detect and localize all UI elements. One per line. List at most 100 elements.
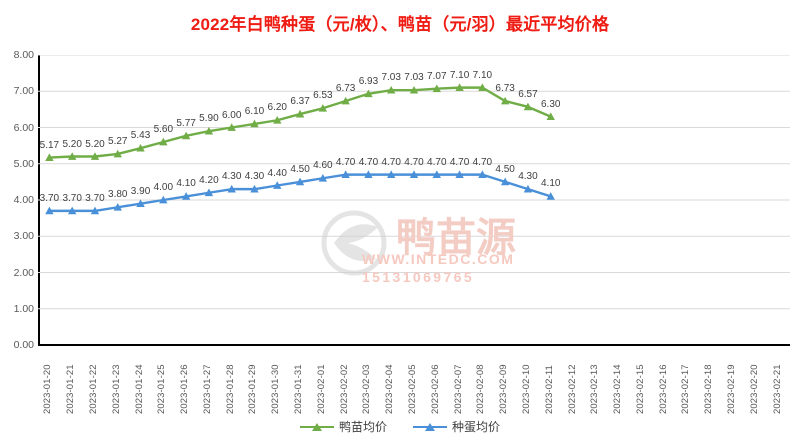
y-axis-tick-label: 1.00 xyxy=(13,302,34,315)
data-point-label: 7.07 xyxy=(427,70,447,82)
data-point-marker[interactable] xyxy=(159,137,168,146)
data-point-label: 4.30 xyxy=(244,171,265,183)
data-point-label: 4.70 xyxy=(449,156,470,168)
data-point-label: 7.03 xyxy=(404,72,424,84)
plot-area: 鸭苗源 WWW.INTEDC.COM 15131069765 5.17 5.20 5… xyxy=(38,55,790,345)
data-point-marker[interactable] xyxy=(341,170,350,178)
data-point-marker[interactable] xyxy=(295,177,305,186)
data-point-marker[interactable] xyxy=(364,170,373,178)
data-point-marker[interactable] xyxy=(136,143,145,152)
data-point-marker[interactable] xyxy=(364,89,373,98)
series-lines xyxy=(45,83,555,215)
data-point-marker[interactable] xyxy=(387,85,396,94)
data-point-label: 6.57 xyxy=(518,88,538,100)
y-axis-tick-label: 0.00 xyxy=(13,339,34,351)
data-point-marker[interactable] xyxy=(45,153,54,161)
data-point-marker[interactable] xyxy=(409,85,419,94)
data-point-marker[interactable] xyxy=(341,96,350,105)
data-point-marker[interactable] xyxy=(250,119,259,128)
x-axis-tick-label: 2023-02-08 xyxy=(475,364,487,414)
data-point-marker[interactable] xyxy=(67,206,77,215)
data-point-marker[interactable] xyxy=(90,206,100,215)
data-point-label: 6.00 xyxy=(221,109,242,121)
x-axis-tick-labels: 2023-01-20 2023-01-21 2023-01-22 2023-01-23… xyxy=(38,348,790,414)
data-point-marker[interactable] xyxy=(455,170,464,178)
data-point-marker[interactable] xyxy=(113,203,122,211)
data-point-label: 7.10 xyxy=(449,69,470,81)
data-point-marker[interactable] xyxy=(523,102,533,111)
data-point-marker[interactable] xyxy=(136,199,145,207)
data-point-label: 3.90 xyxy=(130,185,151,197)
x-axis-tick-label: 2023-02-04 xyxy=(384,364,396,414)
data-point-label: 5.43 xyxy=(130,130,151,142)
data-point-marker[interactable] xyxy=(500,96,510,105)
legend-item[interactable]: 种蛋均价 xyxy=(413,418,500,435)
data-point-label: 4.40 xyxy=(267,167,287,179)
x-axis-tick-label: 2023-02-07 xyxy=(452,364,464,414)
x-axis-tick-label: 2023-01-24 xyxy=(133,364,145,414)
data-point-marker[interactable] xyxy=(387,170,396,178)
data-point-marker[interactable] xyxy=(159,195,168,204)
data-point-marker[interactable] xyxy=(546,112,555,120)
data-point-marker[interactable] xyxy=(273,116,282,124)
data-point-label: 5.20 xyxy=(62,138,82,150)
data-point-marker[interactable] xyxy=(113,149,122,158)
data-point-label: 3.70 xyxy=(39,192,60,204)
data-point-marker[interactable] xyxy=(295,109,305,118)
data-point-marker[interactable] xyxy=(546,192,555,200)
x-axis-tick-label: 2023-01-27 xyxy=(201,364,213,414)
data-point-marker[interactable] xyxy=(181,131,191,140)
x-axis-tick-label: 2023-02-20 xyxy=(748,364,760,414)
data-point-marker[interactable] xyxy=(500,177,510,186)
data-point-marker[interactable] xyxy=(523,184,533,193)
x-axis-tick-label: 2023-02-13 xyxy=(589,364,601,414)
data-point-marker[interactable] xyxy=(478,170,487,178)
data-point-marker[interactable] xyxy=(90,152,100,160)
data-point-marker[interactable] xyxy=(273,181,282,189)
legend-label: 种蛋均价 xyxy=(452,420,501,434)
data-point-label: 7.03 xyxy=(381,72,401,84)
data-point-marker[interactable] xyxy=(432,170,441,178)
data-point-marker[interactable] xyxy=(432,84,441,93)
x-axis-tick-label: 2023-02-21 xyxy=(771,364,783,414)
x-axis-tick-label: 2023-02-01 xyxy=(315,364,327,414)
x-axis-tick-label: 2023-01-28 xyxy=(224,364,236,414)
data-point-label: 4.10 xyxy=(540,178,561,190)
x-axis-tick-label: 2023-01-20 xyxy=(42,364,54,414)
data-point-label: 6.73 xyxy=(495,83,515,95)
data-point-label: 4.70 xyxy=(427,156,447,168)
data-point-marker[interactable] xyxy=(318,104,328,112)
x-axis-tick-label: 2023-02-15 xyxy=(634,364,646,414)
data-point-label: 4.70 xyxy=(472,156,493,168)
data-point-marker[interactable] xyxy=(204,126,214,135)
data-point-label: 3.70 xyxy=(62,192,82,204)
data-point-label: 6.20 xyxy=(267,102,287,114)
legend-item[interactable]: 鸭苗均价 xyxy=(299,418,387,435)
y-axis-tick-labels: 0.00 1.00 2.00 3.00 4.00 5.00 6.00 7.00 8.00 xyxy=(0,49,34,351)
data-point-marker[interactable] xyxy=(67,152,77,160)
data-point-marker[interactable] xyxy=(45,206,54,215)
x-axis-tick-label: 2023-02-14 xyxy=(612,364,624,414)
data-point-label: 4.30 xyxy=(221,171,242,183)
data-point-marker[interactable] xyxy=(204,188,214,197)
y-axis-tick-label: 5.00 xyxy=(13,157,34,170)
data-point-marker[interactable] xyxy=(455,83,464,91)
data-point-marker[interactable] xyxy=(478,83,487,91)
data-point-label: 4.10 xyxy=(176,178,196,190)
y-axis-tick-label: 6.00 xyxy=(13,121,34,134)
y-axis-tick-label: 7.00 xyxy=(13,85,34,98)
data-point-label: 7.10 xyxy=(472,69,493,81)
data-point-marker[interactable] xyxy=(409,170,419,178)
y-axis-tick-label: 3.00 xyxy=(13,230,34,243)
data-point-marker[interactable] xyxy=(318,174,328,182)
data-point-marker[interactable] xyxy=(227,123,236,131)
data-point-marker[interactable] xyxy=(227,184,236,193)
data-point-marker[interactable] xyxy=(181,192,191,200)
data-point-label: 6.73 xyxy=(335,83,356,95)
y-axis-tick-label: 8.00 xyxy=(13,49,34,61)
x-axis-tick-label: 2023-02-12 xyxy=(566,364,578,414)
x-axis-tick-label: 2023-02-03 xyxy=(361,364,373,414)
x-axis-tick-label: 2023-01-31 xyxy=(293,364,305,414)
data-point-label: 4.60 xyxy=(313,160,333,172)
data-point-marker[interactable] xyxy=(250,184,259,193)
